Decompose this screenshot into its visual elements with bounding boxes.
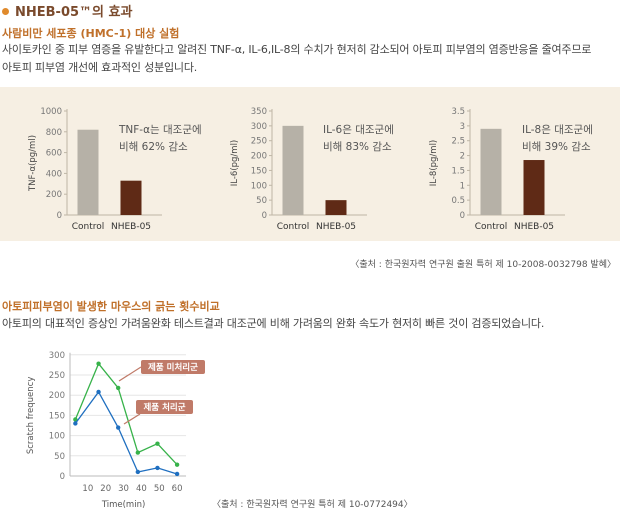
- control-bar: [480, 128, 502, 215]
- section2-source: 〈출처 : 한국원자력 연구원 특허 제 10-0772494〉: [212, 500, 413, 510]
- treated-data-point: [115, 425, 121, 430]
- x-category-label: Control: [72, 222, 105, 232]
- y-tick-label: 200: [251, 152, 267, 162]
- y-tick-label: 150: [49, 411, 65, 421]
- treated-data-point: [174, 471, 180, 477]
- x-category-label: Control: [475, 222, 508, 232]
- y-tick-label: 0: [57, 211, 62, 221]
- page-title-text: NHEB-05™의 효과: [15, 5, 133, 20]
- y-tick-label: 350: [251, 107, 267, 117]
- section1-heading: 사람비만 세포종 (HMC-1) 대상 실험: [2, 27, 180, 40]
- y-tick-label: 100: [49, 432, 65, 442]
- treated-series-line: [74, 390, 178, 475]
- x-tick-label: 50: [154, 484, 165, 494]
- y-axis-label: Scratch frequency: [26, 377, 36, 455]
- treated-data-point: [96, 389, 101, 395]
- callout-box: [141, 360, 205, 374]
- bullet-dot-icon: [2, 8, 9, 15]
- y-tick-label: 3: [460, 122, 465, 132]
- y-tick-label: 3.5: [451, 107, 465, 117]
- series-name: 제품 처리군: [143, 402, 185, 413]
- section2-desc: 아토피의 대표적인 증상인 가려움완화 테스트결과 대조군에 비해 가려움의 완…: [2, 317, 545, 330]
- line-chart-body: 0 50 100 150 200 250 300 10 20 30 40 50 60 Time(min) S…: [26, 351, 205, 510]
- x-tick-label: 30: [118, 484, 129, 494]
- page-title: NHEB-05™의 효과: [2, 1, 132, 20]
- untreated-data-point: [115, 385, 121, 391]
- untreated-data-point: [155, 441, 160, 446]
- section1-desc-line1: 사이토카인 중 피부 염증을 유발한다고 알려진 TNF-α, IL-6,IL-…: [2, 43, 592, 56]
- untreated-data-point: [135, 450, 141, 455]
- y-tick-label: 150: [251, 166, 267, 176]
- bar-chart-1: 0 200 400 600 800 1000 TNF-α(pg/ml) Control NHEB…: [28, 107, 202, 232]
- nheb05-bar: [523, 160, 545, 215]
- x-axis-label: Time(min): [101, 500, 145, 510]
- control-bar: [282, 125, 304, 215]
- section1-desc-line2: 아토피 피부염 개선에 효과적인 성분입니다.: [2, 61, 198, 74]
- y-tick-label: 300: [251, 122, 267, 132]
- scratch-line-chart: 0 50 100 150 200 250 300 10 20 30 40 50 60 Time(min) S…: [26, 351, 205, 510]
- y-tick-label: 250: [49, 371, 65, 381]
- reduction-annotation: 비해 83% 감소: [323, 140, 392, 153]
- y-tick-label: 2.5: [451, 137, 465, 147]
- reduction-annotation: IL-6은 대조군에: [323, 124, 394, 136]
- y-tick-label: 2: [460, 152, 465, 162]
- y-tick-label: 0: [60, 472, 65, 482]
- control-bar: [77, 129, 99, 215]
- y-axis-label: TNF-α(pg/ml): [28, 135, 38, 192]
- x-category-label: NHEB-05: [316, 222, 356, 232]
- y-tick-label: 250: [251, 137, 267, 147]
- y-tick-label: 200: [49, 391, 65, 401]
- y-tick-label: 1: [460, 181, 465, 191]
- reduction-annotation: TNF-α는 대조군에: [118, 124, 202, 136]
- y-tick-label: 400: [46, 169, 62, 179]
- reduction-annotation: IL-8은 대조군에: [522, 124, 593, 136]
- y-tick-label: 1.5: [451, 166, 465, 176]
- x-category-label: NHEB-05: [111, 222, 151, 232]
- bar-chart-2: 0 50 100 150 200 250 300 350 IL-6(pg/ml) Control N…: [230, 107, 394, 232]
- y-tick-label: 600: [46, 149, 62, 159]
- untreated-data-point: [174, 462, 180, 467]
- callout-pointer: [123, 413, 141, 425]
- y-tick-label: 1000: [40, 107, 62, 117]
- x-category-label: Control: [277, 222, 310, 232]
- bar-chart-3: 0 0.5 1 1.5 2 2.5 3 3.5 IL-8(pg/ml) Control NHEB-0…: [429, 107, 593, 232]
- x-category-label: NHEB-05: [514, 222, 554, 232]
- untreated-series-line: [74, 362, 178, 466]
- nheb05-bar: [325, 200, 347, 215]
- y-tick-label: 200: [46, 190, 62, 200]
- x-tick-label: 40: [136, 484, 147, 494]
- treated-data-point: [155, 465, 160, 471]
- section2-heading: 아토피피부염이 발생한 마우스의 긁는 횟수비교: [2, 300, 220, 313]
- untreated-data-point: [96, 361, 101, 366]
- x-tick-label: 10: [82, 484, 93, 494]
- series-name: 제품 미처리군: [148, 362, 198, 373]
- y-tick-label: 300: [49, 351, 65, 361]
- y-axis-label: IL-6(pg/ml): [230, 140, 240, 187]
- y-tick-label: 50: [256, 196, 267, 206]
- treated-data-point: [73, 421, 78, 426]
- y-tick-label: 0: [262, 211, 267, 221]
- callout-box: [136, 400, 193, 414]
- y-axis-label: IL-8(pg/ml): [429, 140, 439, 187]
- reduction-annotation: 비해 62% 감소: [119, 140, 188, 153]
- callout-pointer: [118, 366, 142, 382]
- section1-source: 〈출처 : 한국원자력 연구원 출원 특허 제 10-2008-0032798 …: [350, 260, 616, 270]
- nheb05-bar: [120, 180, 142, 215]
- y-tick-label: 0.5: [451, 196, 465, 206]
- y-tick-label: 50: [54, 452, 65, 462]
- untreated-data-point: [73, 417, 78, 422]
- y-tick-label: 100: [251, 181, 267, 191]
- reduction-annotation: 비해 39% 감소: [522, 140, 591, 153]
- treated-data-point: [135, 469, 141, 475]
- treated-series-label: 제품 처리군: [123, 400, 193, 425]
- x-tick-label: 20: [100, 484, 111, 494]
- y-tick-label: 800: [46, 128, 62, 138]
- untreated-series-label: 제품 미처리군: [118, 360, 205, 382]
- y-tick-label: 0: [460, 211, 465, 221]
- x-tick-label: 60: [172, 484, 183, 494]
